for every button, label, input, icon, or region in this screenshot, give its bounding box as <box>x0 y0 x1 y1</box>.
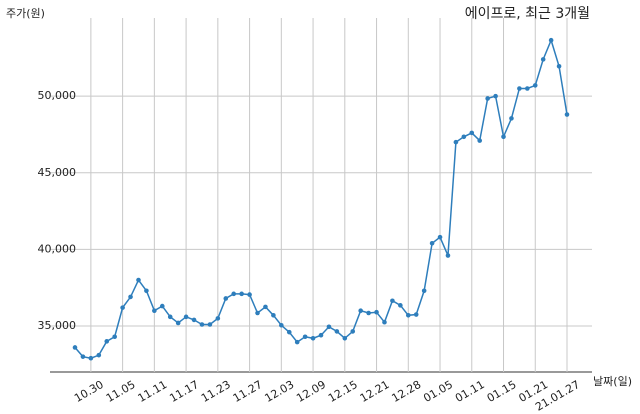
price-point <box>548 37 554 43</box>
x-tick-label: 01.15 <box>485 378 519 405</box>
price-point <box>366 310 371 316</box>
price-point <box>159 303 165 309</box>
price-point <box>175 320 181 326</box>
price-point <box>501 134 506 140</box>
price-point <box>461 134 467 140</box>
price-point <box>112 334 117 340</box>
x-tick-label: 12.09 <box>294 378 328 405</box>
price-point <box>271 312 276 318</box>
y-tick-label: 50,000 <box>38 89 77 102</box>
price-point <box>334 329 340 334</box>
price-point <box>532 83 538 88</box>
price-point <box>564 112 570 117</box>
price-point <box>429 240 435 246</box>
price-point <box>223 296 229 301</box>
price-point <box>390 298 395 304</box>
price-point <box>239 291 244 297</box>
x-tick-label: 12.03 <box>263 378 297 405</box>
price-point <box>263 304 268 310</box>
price-point <box>167 314 173 320</box>
chart-title: 에이프로, 최근 3개월 <box>465 6 590 22</box>
price-point <box>286 329 292 335</box>
price-point <box>96 352 102 358</box>
price-point <box>413 312 419 317</box>
price-point <box>120 305 125 310</box>
price-point <box>128 294 133 300</box>
price-point <box>469 130 475 136</box>
price-point <box>302 334 308 340</box>
price-point <box>144 288 149 294</box>
price-point <box>374 309 379 315</box>
price-point <box>405 312 411 318</box>
x-tick-label: 11.05 <box>104 378 138 405</box>
x-axis-label: 날짜(일) <box>593 374 632 388</box>
x-tick-label: 11.27 <box>231 378 265 405</box>
price-point <box>199 322 205 327</box>
price-point <box>326 324 332 330</box>
y-tick-label: 40,000 <box>38 242 77 255</box>
price-point <box>493 93 498 99</box>
x-tick-label: 11.17 <box>167 378 201 405</box>
price-point <box>485 96 490 101</box>
x-tick-label: 12.21 <box>358 378 392 405</box>
x-tick-label: 12.15 <box>326 378 360 405</box>
price-point <box>310 335 316 341</box>
price-line <box>74 38 568 359</box>
y-axis-label: 주가(원) <box>6 7 45 20</box>
x-tick-label: 01.11 <box>453 378 487 405</box>
price-point <box>540 57 546 62</box>
price-point <box>215 316 221 321</box>
price-point <box>318 332 324 338</box>
price-point <box>191 317 197 323</box>
price-point <box>382 319 387 325</box>
x-tick-label: 11.23 <box>199 378 233 405</box>
price-point <box>398 303 403 308</box>
price-point <box>152 308 157 314</box>
price-point <box>525 86 530 91</box>
y-tick-label: 45,000 <box>38 166 77 179</box>
y-tick-label: 35,000 <box>38 319 77 332</box>
price-point <box>437 234 443 240</box>
price-point <box>477 138 483 143</box>
price-point <box>72 345 78 350</box>
price-point <box>231 291 237 297</box>
price-point <box>453 139 459 145</box>
price-point <box>342 335 348 341</box>
price-point <box>207 322 213 327</box>
price-point <box>80 354 86 359</box>
x-tick-label: 10.30 <box>72 378 106 405</box>
price-point <box>279 322 284 328</box>
price-point <box>350 329 356 334</box>
price-point <box>509 116 514 121</box>
price-point <box>445 253 451 258</box>
price-point <box>421 288 427 294</box>
price-point <box>183 314 189 320</box>
price-point <box>104 339 110 344</box>
price-point <box>556 63 562 69</box>
price-point <box>255 310 260 316</box>
price-point <box>136 277 141 283</box>
price-point <box>247 292 252 297</box>
x-tick-label: 01.05 <box>421 378 455 405</box>
price-point <box>517 86 522 91</box>
price-point <box>294 339 300 345</box>
x-tick-label: 11.11 <box>136 378 170 405</box>
price-point <box>358 308 363 314</box>
x-tick-label: 12.28 <box>390 378 424 405</box>
price-point <box>88 355 94 361</box>
